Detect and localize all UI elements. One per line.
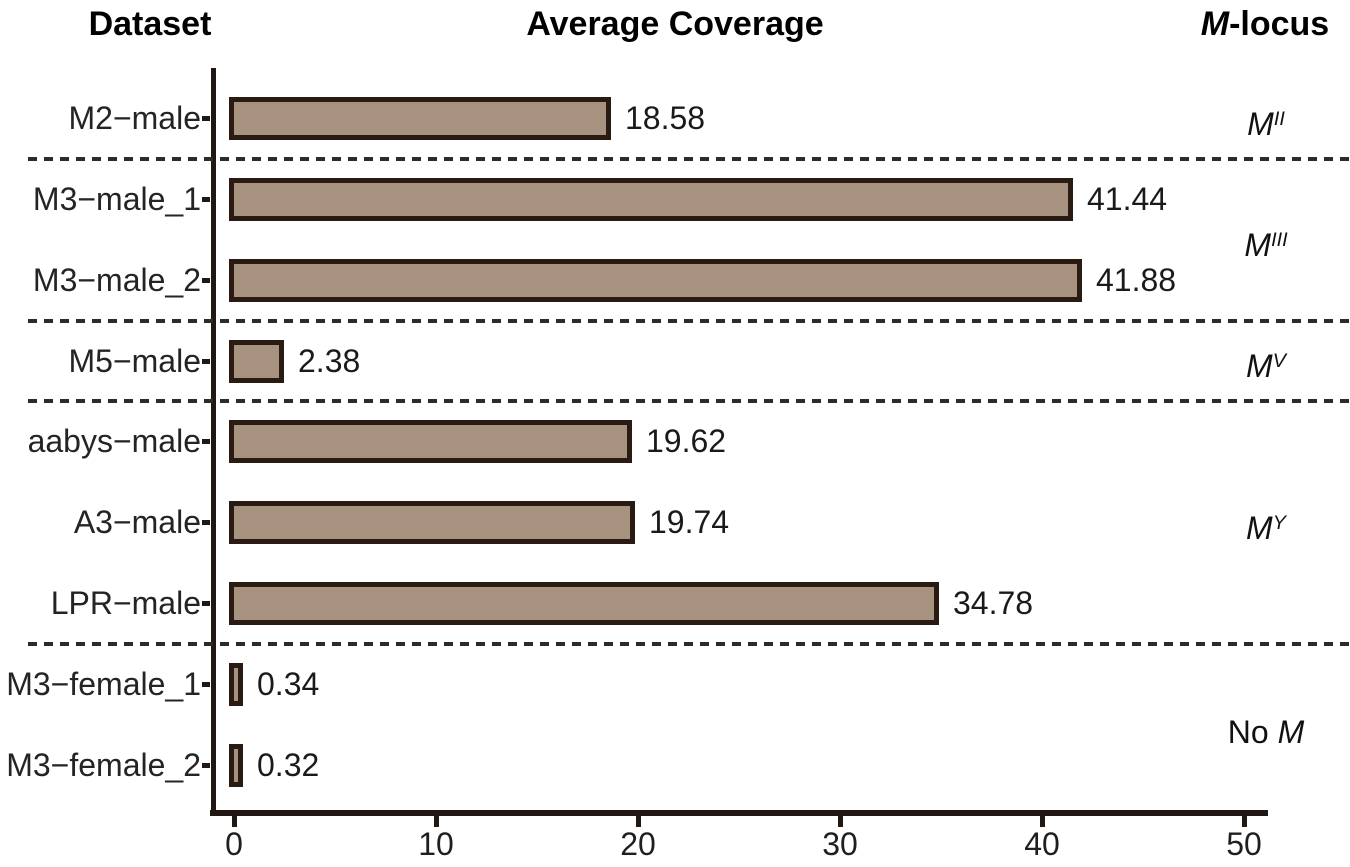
y-axis-tick — [202, 196, 210, 202]
group-separator — [28, 399, 1350, 404]
locus-symbol: M — [1244, 226, 1272, 263]
coverage-bar — [229, 420, 632, 464]
x-axis-tick — [1242, 816, 1247, 827]
locus-symbol: M — [1246, 509, 1273, 546]
y-axis-line — [211, 68, 216, 816]
coverage-bar — [229, 177, 1073, 221]
bar-value-label: 2.38 — [298, 342, 361, 379]
m-locus-label: MV — [1136, 343, 1350, 384]
m-locus-label: No M — [1136, 709, 1350, 750]
dataset-label: M3−female_1 — [6, 665, 201, 702]
coverage-bar — [229, 339, 284, 383]
y-axis-tick — [202, 116, 210, 121]
dataset-label: M3−male_2 — [32, 261, 201, 298]
x-axis-tick — [838, 816, 843, 827]
bar-value-label: 34.78 — [953, 585, 1034, 622]
chart-row: M3−male_1 41.44 — [0, 177, 1350, 221]
coverage-bar — [229, 97, 611, 140]
locus-superscript: II — [1273, 107, 1285, 130]
x-axis-tick — [1040, 816, 1045, 827]
y-axis-tick — [202, 439, 210, 445]
dataset-label: A3−male — [73, 504, 201, 541]
x-axis-tick-label: 40 — [1024, 826, 1060, 862]
coverage-bar — [229, 743, 243, 787]
dataset-label: M3−female_2 — [6, 746, 201, 783]
m-locus-header-m: M — [1200, 5, 1230, 43]
y-axis-tick — [202, 681, 210, 687]
group-separator — [28, 156, 1350, 161]
x-axis-tick-label: 10 — [418, 826, 454, 862]
y-axis-tick — [202, 762, 210, 768]
y-axis-tick — [202, 601, 210, 607]
bar-value-label: 19.62 — [646, 423, 727, 460]
bar-value-label: 41.88 — [1096, 261, 1177, 298]
column-header-average-coverage: Average Coverage — [526, 5, 824, 43]
chart-row: M3−female_1 0.34 — [0, 662, 1350, 706]
locus-symbol: M — [1246, 347, 1273, 384]
chart-row: M5−male 2.38 — [0, 339, 1350, 383]
locus-symbol: M — [1277, 713, 1305, 750]
coverage-bar — [229, 582, 939, 626]
y-axis-tick — [202, 277, 210, 283]
x-axis-tick — [232, 816, 237, 827]
locus-superscript: V — [1272, 350, 1286, 373]
coverage-bar — [229, 662, 243, 706]
chart-row: M2−male 18.58 — [0, 97, 1350, 140]
x-axis-tick — [636, 816, 641, 827]
column-header-dataset: Dataset — [88, 5, 212, 43]
coverage-bar — [229, 501, 635, 545]
x-axis-tick-label: 30 — [822, 826, 858, 862]
chart-row: M3−female_2 0.32 — [0, 743, 1350, 787]
y-axis-tick — [202, 520, 210, 526]
y-axis-tick — [202, 358, 210, 364]
m-locus-label: MIII — [1136, 222, 1350, 263]
bar-value-label: 0.34 — [257, 665, 320, 702]
x-axis-line — [210, 810, 1268, 816]
locus-superscript: Y — [1272, 511, 1286, 534]
coverage-bar — [229, 258, 1082, 302]
chart-row: LPR−male 34.78 — [0, 582, 1350, 626]
dataset-label: aabys−male — [27, 423, 201, 460]
dataset-label: LPR−male — [50, 585, 201, 622]
dataset-label: M5−male — [68, 342, 202, 379]
m-locus-label: MII — [1136, 101, 1350, 142]
group-separator — [28, 642, 1350, 647]
chart-row: A3−male 19.74 — [0, 501, 1350, 545]
bar-value-label: 41.44 — [1087, 180, 1168, 217]
group-separator — [28, 318, 1350, 323]
locus-prefix: No — [1227, 713, 1278, 750]
column-header-m-locus: M-locus — [1135, 4, 1350, 44]
x-axis-tick — [434, 816, 439, 827]
bar-value-label: 0.32 — [257, 746, 320, 783]
chart-row: M3−male_2 41.88 — [0, 258, 1350, 302]
x-axis-tick-label: 20 — [620, 826, 656, 862]
x-axis-tick-label: 50 — [1226, 826, 1262, 862]
chart-row: aabys−male 19.62 — [0, 420, 1350, 464]
bar-value-label: 19.74 — [649, 504, 730, 541]
dataset-label: M2−male — [68, 100, 202, 136]
locus-superscript: III — [1271, 228, 1288, 251]
m-locus-label: MY — [1136, 505, 1350, 546]
bar-value-label: 18.58 — [625, 100, 706, 136]
x-axis-tick-label: 0 — [225, 826, 243, 862]
m-locus-header-rest: -locus — [1229, 5, 1330, 43]
locus-symbol: M — [1247, 105, 1274, 142]
dataset-label: M3−male_1 — [32, 180, 201, 217]
